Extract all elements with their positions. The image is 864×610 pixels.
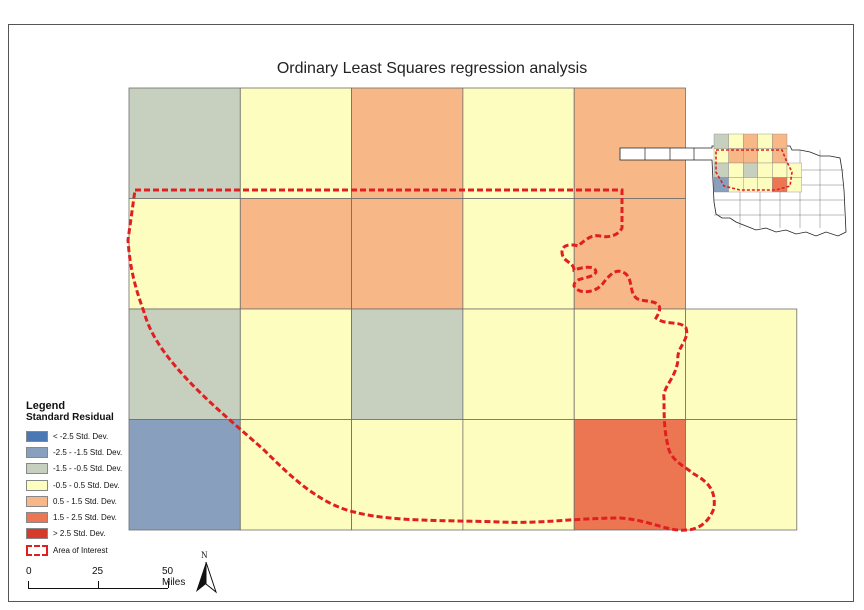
aoi-swatch bbox=[26, 544, 48, 556]
legend-item: 0.5 - 1.5 Std. Dev. bbox=[26, 493, 122, 509]
legend-item-label: 0.5 - 1.5 Std. Dev. bbox=[53, 496, 117, 506]
legend-swatch bbox=[26, 430, 48, 442]
inset-grid-cell bbox=[743, 162, 759, 178]
scale-label-0: 0 bbox=[26, 566, 32, 577]
legend-swatch bbox=[26, 463, 48, 475]
legend-item: < -2.5 Std. Dev. bbox=[26, 428, 122, 444]
legend-item: -1.5 - -0.5 Std. Dev. bbox=[26, 461, 122, 477]
scale-line bbox=[28, 588, 168, 589]
grid-cell bbox=[239, 198, 353, 310]
legend-items: < -2.5 Std. Dev. -2.5 - -1.5 Std. Dev. -1.… bbox=[26, 428, 122, 542]
legend-swatch bbox=[26, 528, 48, 540]
grid-cell bbox=[573, 198, 686, 310]
legend-subtitle: Standard Residual bbox=[26, 412, 114, 423]
legend-item-aoi: Area of Interest bbox=[26, 542, 122, 558]
north-label: N bbox=[201, 550, 208, 560]
grid-cell bbox=[351, 419, 464, 531]
legend-item-label: 1.5 - 2.5 Std. Dev. bbox=[53, 513, 117, 523]
grid-cell bbox=[573, 87, 686, 199]
scale-tick bbox=[98, 581, 99, 588]
grid-cell bbox=[351, 198, 464, 310]
map-title: Ordinary Least Squares regression analys… bbox=[276, 60, 588, 77]
legend-swatch bbox=[26, 446, 48, 458]
north-arrow-icon bbox=[196, 561, 218, 594]
grid-cell bbox=[462, 308, 575, 420]
area-of-interest-outline bbox=[126, 188, 716, 532]
grid-cell bbox=[462, 198, 575, 310]
legend-item-label: -0.5 - 0.5 Std. Dev. bbox=[53, 480, 120, 490]
inset-grid-cell bbox=[772, 162, 788, 178]
grid-cell bbox=[462, 419, 575, 531]
grid-cell bbox=[239, 419, 353, 531]
legend: Legend Standard Residual < -2.5 Std. Dev… bbox=[26, 400, 122, 558]
grid-cell bbox=[573, 308, 686, 420]
grid-cell bbox=[351, 308, 464, 420]
grid-cell bbox=[685, 419, 798, 531]
grid-cell bbox=[239, 87, 353, 199]
residual-grid bbox=[128, 87, 798, 531]
legend-item: > 2.5 Std. Dev. bbox=[26, 526, 122, 542]
scale-tick bbox=[168, 581, 169, 588]
inset-grid-cell bbox=[786, 177, 802, 193]
inset-grid-cell bbox=[728, 177, 744, 193]
inset-grid-cell bbox=[728, 162, 744, 178]
legend-item: -2.5 - -1.5 Std. Dev. bbox=[26, 444, 122, 460]
north-arrow: N bbox=[193, 550, 219, 594]
inset-grid-cell bbox=[743, 177, 759, 193]
inset-grid-cell bbox=[757, 133, 773, 149]
inset-locator-map bbox=[619, 133, 847, 237]
legend-swatch bbox=[26, 512, 48, 524]
legend-swatch bbox=[26, 479, 48, 491]
inset-grid-cell bbox=[728, 133, 744, 149]
inset-grid-cell bbox=[757, 177, 773, 193]
grid-cell bbox=[128, 198, 241, 310]
legend-swatch bbox=[26, 495, 48, 507]
scale-tick bbox=[28, 581, 29, 588]
grid-cell bbox=[351, 87, 464, 199]
legend-item-label: < -2.5 Std. Dev. bbox=[53, 431, 109, 441]
grid-cell bbox=[128, 419, 241, 531]
legend-item-label: > 2.5 Std. Dev. bbox=[53, 529, 106, 539]
grid-cell bbox=[128, 308, 241, 420]
inset-grid-cell bbox=[743, 133, 759, 149]
inset-grid-cell bbox=[713, 162, 729, 178]
inset-grid-cell bbox=[743, 148, 759, 164]
grid-cell bbox=[239, 308, 353, 420]
grid-cell bbox=[573, 419, 686, 531]
legend-item-label: Area of Interest bbox=[53, 545, 108, 555]
legend-item: -0.5 - 0.5 Std. Dev. bbox=[26, 477, 122, 493]
grid-cell bbox=[128, 87, 241, 199]
inset-area-of-interest bbox=[715, 149, 793, 191]
legend-item: 1.5 - 2.5 Std. Dev. bbox=[26, 509, 122, 525]
inset-grid-cell bbox=[772, 133, 788, 149]
inset-grid-cell bbox=[757, 148, 773, 164]
inset-grid-cell bbox=[713, 133, 729, 149]
scale-label-25: 25 bbox=[92, 566, 104, 577]
grid-cell bbox=[462, 87, 575, 199]
legend-title: Legend bbox=[26, 400, 66, 412]
grid-cell bbox=[685, 308, 798, 420]
scale-bar: 0 25 50 Miles bbox=[22, 566, 185, 596]
scale-label-50: 50 Miles bbox=[162, 566, 186, 588]
legend-item-label: -1.5 - -0.5 Std. Dev. bbox=[53, 464, 123, 474]
inset-grid-cell bbox=[757, 162, 773, 178]
inset-grid-cell bbox=[713, 177, 729, 193]
legend-item-label: -2.5 - -1.5 Std. Dev. bbox=[53, 447, 123, 457]
